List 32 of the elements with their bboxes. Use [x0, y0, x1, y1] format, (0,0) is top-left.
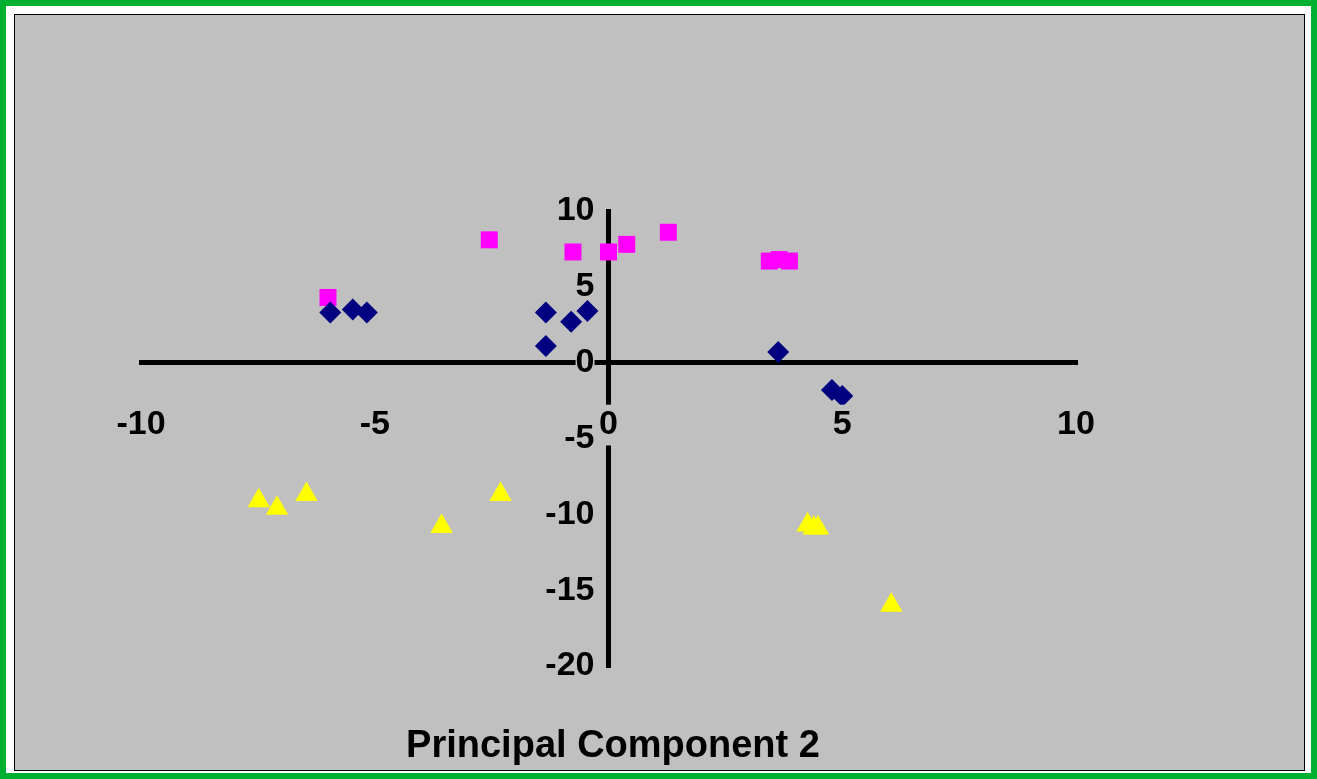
- y-tick-label: 5: [575, 265, 595, 304]
- point: [600, 243, 617, 261]
- point: [659, 223, 677, 241]
- point: [806, 514, 830, 535]
- y-tick-label: 10: [556, 189, 595, 228]
- point: [560, 310, 583, 333]
- point: [247, 487, 271, 508]
- point: [430, 513, 453, 533]
- y-tick-label: -10: [545, 492, 595, 531]
- point: [480, 231, 498, 249]
- point: [780, 252, 798, 270]
- point: [564, 243, 582, 261]
- point: [534, 301, 557, 324]
- point: [355, 301, 378, 324]
- x-tick-label: -5: [359, 403, 390, 442]
- point: [489, 481, 512, 502]
- x-tick-label: -10: [116, 403, 166, 442]
- point: [880, 592, 903, 612]
- point: [265, 495, 289, 515]
- x-tick-label: 5: [832, 403, 852, 442]
- x-axis-title: Principal Component 2: [405, 723, 821, 766]
- point: [576, 300, 599, 323]
- point: [295, 481, 318, 502]
- point: [831, 385, 854, 408]
- y-tick-label: 0: [575, 341, 595, 380]
- point: [534, 334, 557, 357]
- y-tick-label: -15: [545, 568, 595, 607]
- point: [618, 235, 636, 253]
- x-tick-label: 10: [1057, 403, 1095, 442]
- point: [767, 341, 790, 364]
- point: [319, 301, 342, 324]
- y-tick-label: -20: [545, 644, 595, 683]
